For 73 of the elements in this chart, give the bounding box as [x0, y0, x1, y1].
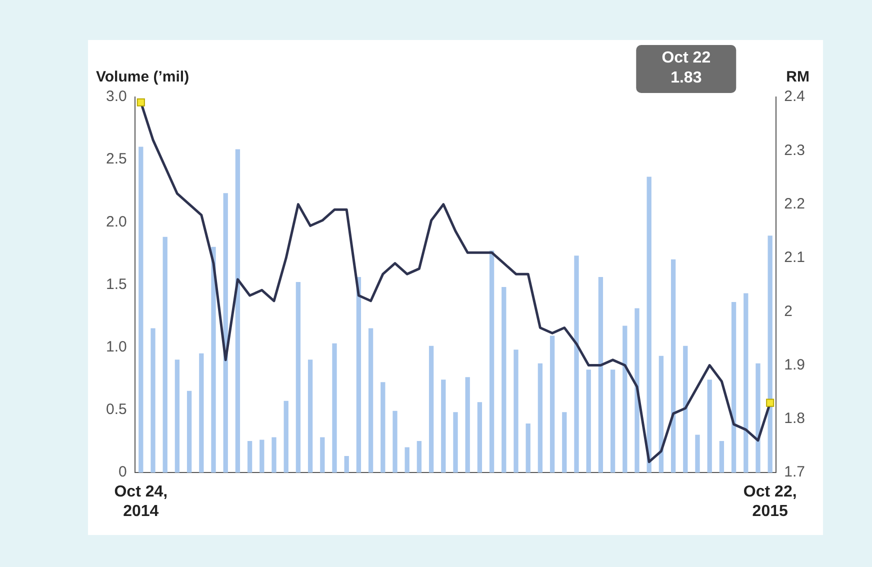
bar — [247, 440, 252, 473]
bar — [453, 412, 458, 473]
y-tick-label: 0.5 — [106, 401, 127, 418]
bar — [380, 382, 386, 473]
y2-tick-label: 2.1 — [784, 249, 806, 266]
bar — [138, 146, 144, 473]
y-tick-label: 0 — [118, 464, 127, 481]
y-tick-label: 2.5 — [106, 150, 127, 168]
y2-tick-label: 1.9 — [784, 356, 806, 374]
bar — [634, 308, 640, 473]
bar — [260, 440, 264, 473]
bar — [514, 350, 518, 473]
bar — [502, 286, 506, 473]
bar — [586, 370, 591, 473]
y2-tick-label: 1.8 — [784, 410, 806, 428]
bar — [719, 440, 724, 473]
bar — [356, 276, 362, 473]
bar — [392, 410, 398, 473]
bar — [308, 360, 313, 473]
bar — [610, 370, 616, 473]
bar — [526, 423, 530, 473]
bar — [320, 437, 325, 473]
y2-axis-title: RM — [786, 68, 810, 86]
bar — [199, 353, 204, 473]
bar — [404, 447, 410, 473]
bar — [296, 282, 301, 473]
y-tick-label: 1.0 — [106, 338, 127, 356]
bar — [538, 363, 543, 473]
bar — [272, 437, 276, 473]
bar — [695, 434, 700, 473]
bar — [489, 250, 494, 473]
bar — [683, 346, 688, 473]
bar — [622, 326, 628, 473]
bar — [441, 380, 446, 473]
bar — [211, 246, 216, 473]
bar — [416, 440, 422, 473]
bar — [658, 356, 664, 473]
bar — [223, 193, 228, 473]
bar — [574, 256, 579, 473]
text: Oct 22 1.83 — [662, 49, 711, 86]
x-tick-label: Oct 22, 2015 — [743, 484, 797, 520]
bar — [150, 328, 156, 473]
y-tick-label: 2.0 — [106, 213, 127, 230]
bar — [162, 236, 168, 473]
bar — [731, 302, 736, 473]
y2-tick-label: 2.4 — [784, 88, 806, 106]
bar — [646, 176, 652, 473]
y-tick-label: 3.0 — [106, 88, 127, 106]
bar — [368, 328, 374, 473]
y-tick-label: 1.5 — [106, 276, 127, 293]
bar — [186, 390, 192, 473]
bar — [550, 336, 555, 473]
y2-tick-label: 2.2 — [784, 195, 806, 212]
y2-tick-label: 2.3 — [784, 142, 806, 159]
bar — [768, 236, 772, 473]
bar — [174, 360, 180, 473]
bar — [756, 363, 760, 473]
bar — [670, 259, 676, 473]
bar — [344, 456, 349, 473]
y2-tick-label: 1.7 — [784, 464, 806, 481]
bar — [332, 343, 337, 473]
bar — [744, 293, 748, 473]
bar — [235, 149, 240, 473]
x-tick-label: Oct 24, 2014 — [114, 484, 168, 520]
bar — [598, 276, 604, 473]
bar — [562, 412, 567, 473]
bar — [465, 377, 470, 473]
bar — [284, 400, 288, 473]
bar — [707, 380, 712, 473]
bar — [428, 346, 434, 473]
y-axis-title: Volume (’mil) — [96, 68, 190, 86]
bar — [477, 402, 482, 473]
y2-tick-label: 2 — [784, 302, 792, 320]
